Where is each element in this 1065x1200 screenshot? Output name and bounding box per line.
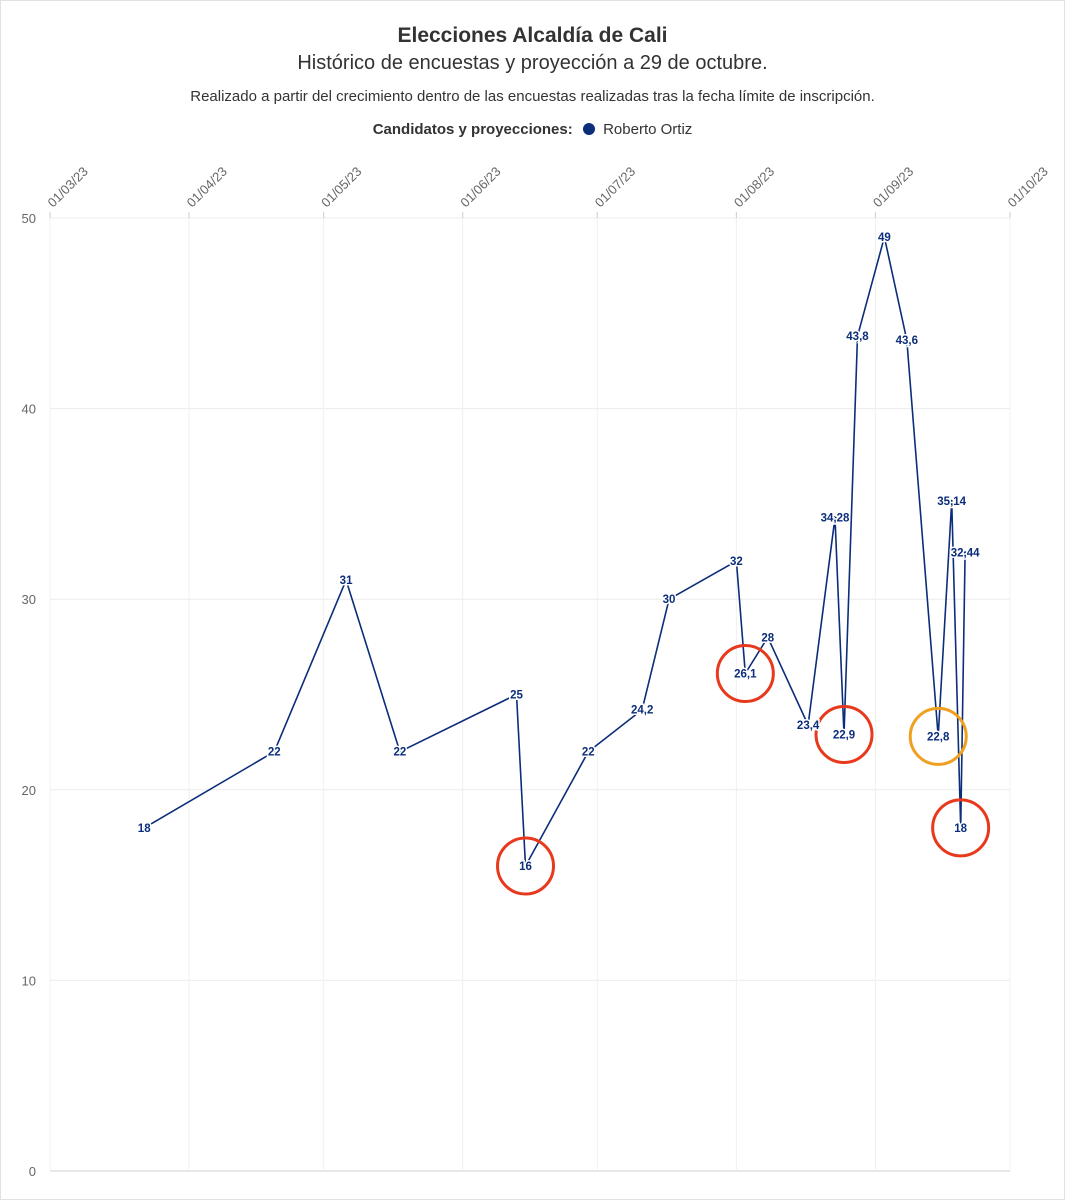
data-label: 23,4 [797, 720, 820, 732]
data-label: 32,44 [951, 548, 980, 560]
data-label: 43,8 [846, 331, 869, 343]
data-point [515, 693, 519, 696]
data-label: 16 [519, 861, 532, 873]
x-tick-label: 01/03/23 [45, 164, 91, 210]
data-label: 49 [878, 232, 891, 244]
data-point [586, 750, 590, 754]
data-point [398, 750, 402, 754]
x-tick-label: 01/06/23 [457, 164, 503, 210]
y-tick-label: 0 [29, 1164, 36, 1179]
x-tick-label: 01/10/23 [1005, 164, 1051, 210]
data-label: 26,1 [734, 669, 757, 681]
chart-subtitle: Histórico de encuestas y proyección a 29… [297, 52, 768, 74]
annotation-circle [814, 705, 874, 765]
data-point [806, 723, 810, 727]
data-point [667, 597, 671, 601]
legend-title: Candidatos y proyecciones: [372, 121, 573, 138]
x-tick-label: 01/09/23 [870, 164, 916, 210]
data-point [963, 551, 967, 555]
x-tick-label: 01/08/23 [731, 164, 777, 210]
chart-title: Elecciones Alcaldía de Cali [397, 24, 668, 47]
chart-note: Realizado a partir del crecimiento dentr… [190, 88, 875, 105]
data-label: 28 [761, 632, 774, 644]
annotation-circle [496, 836, 556, 896]
data-label: 34,28 [821, 513, 850, 525]
data-point [344, 578, 348, 582]
data-label: 30 [663, 594, 676, 606]
x-tick-label: 01/05/23 [318, 164, 364, 210]
x-tick-label: 01/04/23 [184, 164, 230, 210]
data-point [640, 708, 644, 712]
series-line-roberto-ortiz [143, 236, 966, 867]
y-tick-label: 40 [22, 402, 36, 417]
y-tick-label: 20 [22, 783, 36, 798]
annotation-circle [908, 706, 968, 766]
y-tick-label: 30 [22, 592, 36, 607]
data-point [734, 559, 738, 563]
data-point [842, 733, 846, 737]
data-point [142, 826, 146, 830]
x-tick-label: 01/07/23 [592, 164, 638, 210]
data-label: 22,9 [833, 730, 855, 742]
data-point [743, 672, 747, 676]
annotation-circle [715, 644, 775, 704]
data-label: 25 [510, 690, 523, 702]
data-point [959, 826, 963, 830]
data-label: 18 [954, 823, 967, 835]
data-label: 22 [394, 747, 407, 759]
data-point [882, 235, 886, 239]
data-label: 31 [340, 575, 353, 587]
data-point [272, 750, 276, 754]
data-point [766, 635, 770, 639]
y-tick-label: 50 [22, 211, 36, 226]
data-point [855, 334, 859, 338]
data-label: 35,14 [937, 496, 966, 508]
legend: Candidatos y proyecciones: Roberto Ortiz [0, 121, 1065, 138]
data-label: 22,8 [927, 731, 950, 743]
data-label: 32 [730, 556, 743, 568]
data-point [833, 516, 837, 520]
data-point [524, 864, 528, 868]
data-label: 43,6 [896, 335, 918, 347]
data-label: 24,2 [631, 705, 653, 717]
data-label: 18 [138, 823, 151, 835]
data-label: 22 [268, 747, 281, 759]
data-point [950, 499, 954, 503]
data-label: 22 [582, 747, 595, 759]
annotation-circle [931, 798, 991, 858]
data-point [905, 338, 909, 342]
legend-item-roberto-ortiz[interactable]: Roberto Ortiz [603, 121, 693, 138]
legend-marker-icon [582, 123, 595, 135]
y-tick-label: 10 [22, 973, 36, 988]
data-point [936, 734, 940, 738]
